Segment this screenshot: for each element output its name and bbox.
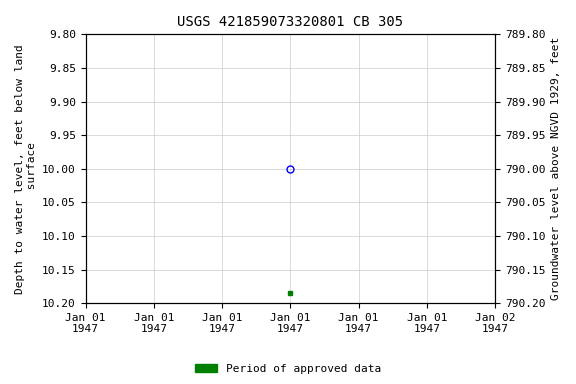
Y-axis label: Depth to water level, feet below land
 surface: Depth to water level, feet below land su… (15, 44, 37, 294)
Legend: Period of approved data: Period of approved data (191, 359, 385, 379)
Y-axis label: Groundwater level above NGVD 1929, feet: Groundwater level above NGVD 1929, feet (551, 37, 561, 300)
Title: USGS 421859073320801 CB 305: USGS 421859073320801 CB 305 (177, 15, 403, 29)
